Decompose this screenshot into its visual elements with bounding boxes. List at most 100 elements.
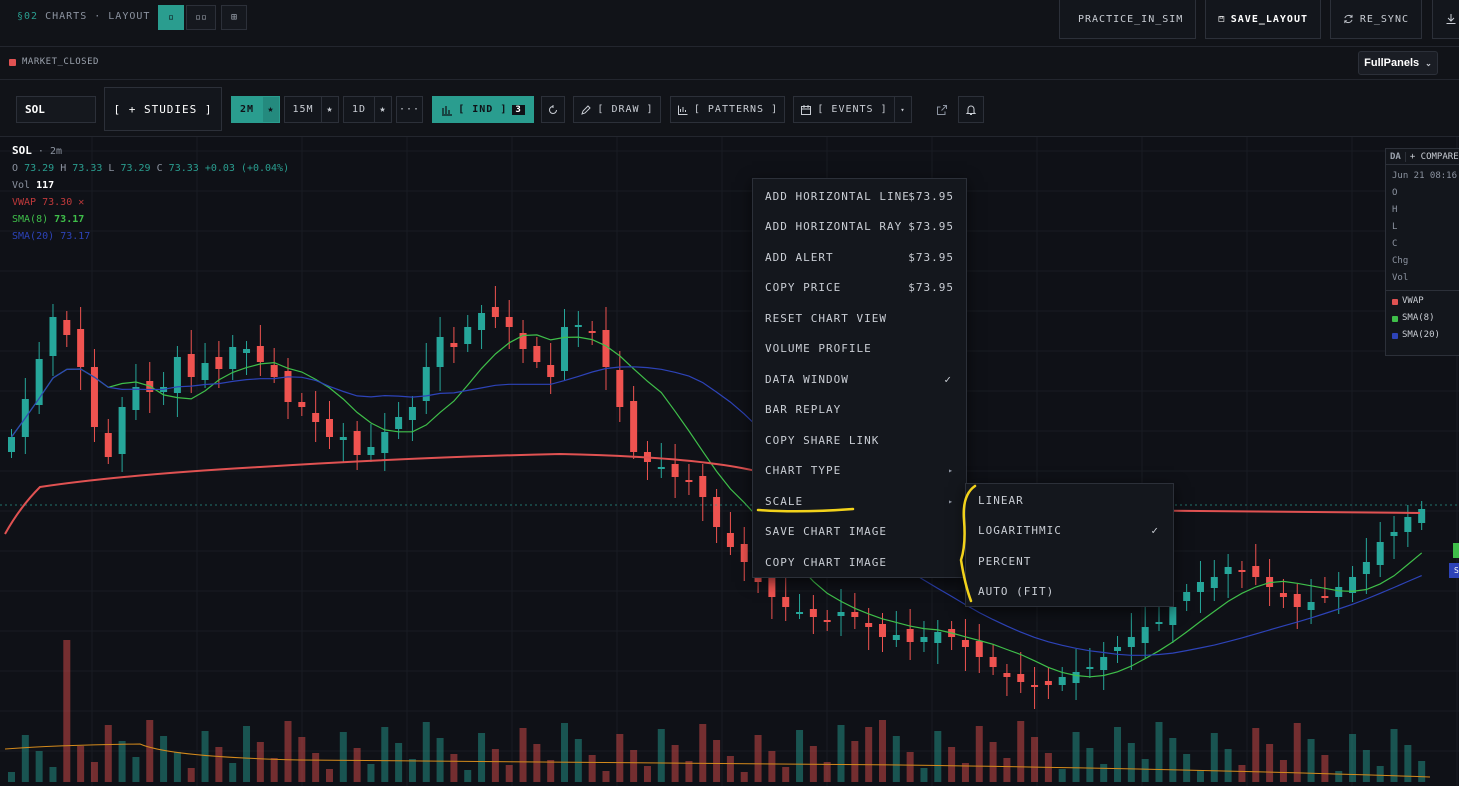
download-button[interactable] [1432, 0, 1459, 39]
volume-bar [1252, 728, 1260, 782]
volume-bar [229, 763, 237, 782]
menu-item-add-alert[interactable]: ADD ALERT $73.95 [753, 242, 966, 273]
volume-bar [1321, 755, 1329, 782]
timeframe-15m-button[interactable]: 15M [284, 96, 322, 123]
volume-bar [298, 737, 306, 782]
menu-item-reset-chart-view[interactable]: RESET CHART VIEW [753, 303, 966, 334]
volume-bar [547, 760, 555, 782]
menu-item-label: ADD HORIZONTAL LINE [765, 189, 910, 203]
layout-select[interactable]: FullPanels ⌄ [1358, 51, 1438, 75]
menu-item-data-window[interactable]: DATA WINDOW ✓ [753, 364, 966, 395]
close-icon[interactable]: ✕ [78, 197, 85, 208]
timeframe-1d-button[interactable]: 1D [343, 96, 375, 123]
re-sync-label: RE_SYNC [1359, 13, 1409, 25]
price-chart[interactable] [0, 137, 1459, 786]
menu-item-label: SCALE [765, 494, 804, 508]
status-bar: MARKET_CLOSED FullPanels ⌄ [0, 47, 1459, 80]
volume-bar [49, 767, 57, 782]
menu-item-save-chart-image[interactable]: SAVE CHART IMAGE [753, 517, 966, 548]
menu-item-copy-chart-image[interactable]: COPY CHART IMAGE [753, 547, 966, 578]
volume-bar [160, 736, 168, 782]
scale-option-linear[interactable]: LINEAR [966, 485, 1173, 516]
scale-option-logarithmic[interactable]: LOGARITHMIC ✓ [966, 516, 1173, 547]
legend-symbol: SOL [12, 144, 32, 157]
candle-body [740, 544, 748, 562]
save-layout-button[interactable]: SAVE_LAYOUT [1205, 0, 1321, 39]
legend-vwap-row[interactable]: VWAP 73.30 ✕ [12, 194, 289, 211]
volume-bar [63, 640, 71, 782]
menu-item-add-horizontal-line[interactable]: ADD HORIZONTAL LINE $73.95 [753, 181, 966, 212]
layout-grid-button[interactable]: ⊞ [221, 5, 247, 30]
scale-option-auto-fit[interactable]: AUTO (FIT) [966, 577, 1173, 608]
menu-item-bar-replay[interactable]: BAR REPLAY [753, 395, 966, 426]
alerts-button[interactable] [958, 96, 984, 123]
compare-button[interactable]: + COMPARE [1409, 151, 1459, 162]
timeframe-1d-star-icon[interactable]: ★ [374, 96, 392, 123]
save-label: SAVE_LAYOUT [1230, 13, 1308, 25]
candle-body [243, 349, 251, 353]
volume-bar [325, 769, 333, 782]
candle-body [823, 620, 831, 622]
candle-body [35, 359, 43, 405]
volume-bar [1100, 764, 1108, 782]
menu-item-copy-price[interactable]: COPY PRICE $73.95 [753, 273, 966, 304]
candle-body [201, 363, 209, 380]
legend-sma8-label: SMA(8) [12, 214, 49, 225]
refresh-icon [1344, 14, 1353, 24]
practice-label: PRACTICE_IN_SIM [1078, 13, 1184, 25]
market-status: MARKET_CLOSED [9, 57, 99, 67]
scale-option-percent[interactable]: PERCENT [966, 546, 1173, 577]
legend-vwap-label: VWAP [12, 197, 37, 208]
undo-button[interactable] [541, 96, 565, 123]
candle-body [1086, 667, 1094, 669]
section-code: §02 [17, 11, 39, 22]
volume-bar [132, 757, 140, 782]
breadcrumb: §02 CHARTS · LAYOUT [17, 11, 150, 22]
menu-item-chart-type[interactable]: CHART TYPE ▸ [753, 456, 966, 487]
menu-item-price: $73.95 [908, 189, 954, 203]
legend-sma8-value: 73.17 [54, 214, 85, 225]
volume-bar [339, 732, 347, 782]
symbol-input[interactable]: SOL [16, 96, 96, 123]
menu-item-add-horizontal-ray[interactable]: ADD HORIZONTAL RAY $73.95 [753, 212, 966, 243]
candle-body [699, 476, 707, 497]
candle-body [1293, 594, 1301, 607]
legend-open-label: O [12, 163, 19, 174]
candle-body [906, 629, 914, 642]
more-timeframes-button[interactable]: ··· [396, 96, 423, 123]
calendar-icon [801, 104, 812, 115]
menu-item-volume-profile[interactable]: VOLUME PROFILE [753, 334, 966, 365]
practice-in-sim-button[interactable]: PRACTICE_IN_SIM [1059, 0, 1196, 39]
indicators-button[interactable]: [ IND ] 3 [432, 96, 534, 123]
timeframe-2m-button[interactable]: 2M [231, 96, 263, 123]
volume-bar [961, 763, 969, 782]
re-sync-button[interactable]: RE_SYNC [1330, 0, 1422, 39]
volume-bar [726, 756, 734, 782]
chart-area[interactable]: SOL · 2m O 73.29 H 73.33 L 73.29 C 73.33… [0, 137, 1459, 786]
timeframe-2m-favorite-star-icon[interactable]: ★ [262, 96, 280, 123]
data-window-indicator-label: VWAP [1402, 296, 1424, 306]
draw-button[interactable]: [ DRAW ] [573, 96, 661, 123]
candle-body [229, 347, 237, 369]
timeframe-15m-star-icon[interactable]: ★ [321, 96, 339, 123]
scale-option-label: LOGARITHMIC [978, 524, 1062, 538]
volume-bar [685, 761, 693, 782]
sma8-line [11, 334, 1423, 678]
candle-body [588, 331, 596, 333]
events-dropdown-button[interactable]: ▾ [894, 96, 912, 123]
data-window-tab[interactable]: DA [1386, 151, 1406, 162]
candle-body [713, 497, 721, 527]
menu-item-scale[interactable]: SCALE ▸ [753, 486, 966, 517]
chart-legend: SOL · 2m O 73.29 H 73.33 L 73.29 C 73.33… [12, 142, 289, 245]
events-button[interactable]: [ EVENTS ] [793, 96, 895, 123]
candle-body [422, 367, 430, 401]
popout-button[interactable] [930, 96, 954, 123]
legend-sma20-label: SMA(20) [12, 231, 55, 242]
layout-double-button[interactable]: ▫▫ [186, 5, 216, 30]
layout-single-button[interactable]: ▫ [158, 5, 184, 30]
menu-item-copy-share-link[interactable]: COPY SHARE LINK [753, 425, 966, 456]
studies-button[interactable]: [ + STUDIES ] [104, 87, 222, 131]
patterns-button[interactable]: [ PATTERNS ] [670, 96, 785, 123]
candle-body [1155, 622, 1163, 624]
volume-bar [1003, 758, 1011, 782]
